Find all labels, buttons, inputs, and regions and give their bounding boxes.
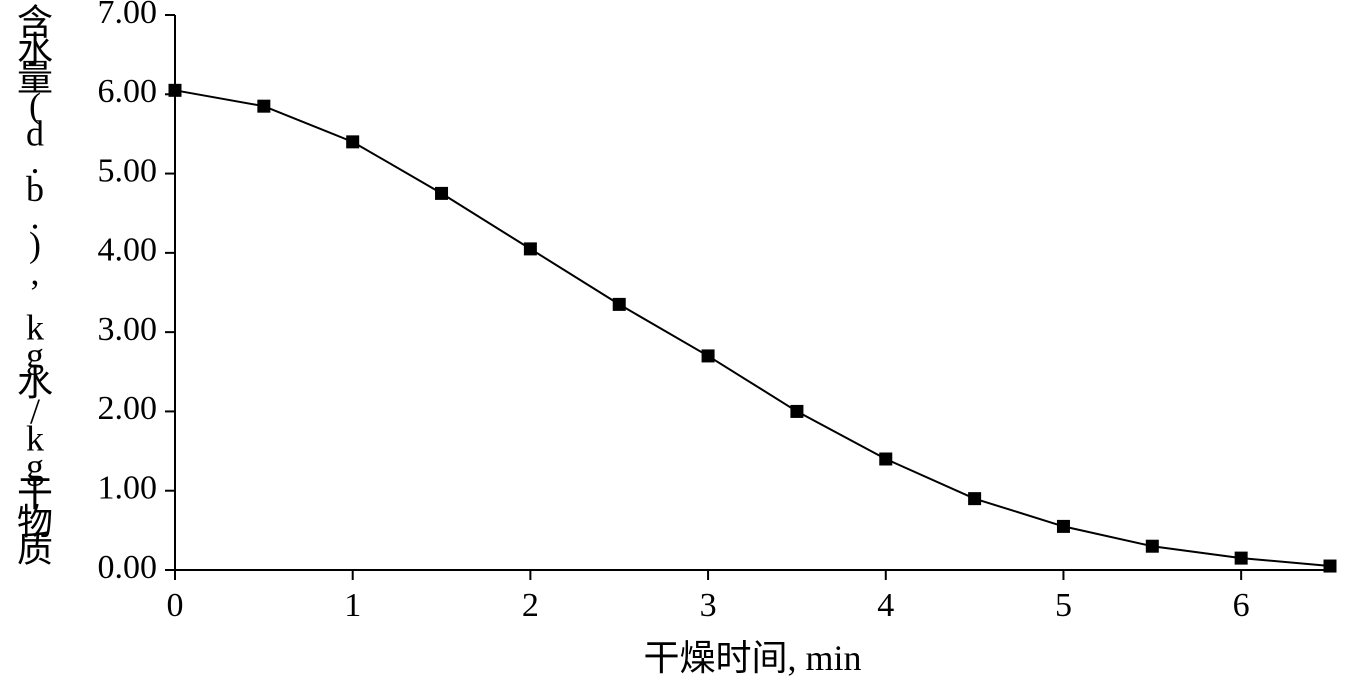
x-tick-label: 1 <box>344 587 361 624</box>
x-axis-label: 干燥时间, min <box>643 638 861 678</box>
y-tick-label: 5.00 <box>98 152 158 189</box>
data-point-marker <box>969 493 981 505</box>
data-point-marker <box>613 298 625 310</box>
data-point-marker <box>1057 520 1069 532</box>
y-tick-label: 1.00 <box>98 470 158 507</box>
data-point-marker <box>347 136 359 148</box>
data-point-marker <box>880 453 892 465</box>
data-point-marker <box>791 405 803 417</box>
x-tick-label: 5 <box>1055 587 1072 624</box>
data-point-marker <box>258 100 270 112</box>
data-point-marker <box>1324 560 1336 572</box>
x-tick-label: 3 <box>700 587 717 624</box>
data-point-marker <box>169 84 181 96</box>
y-tick-label: 0.00 <box>98 549 158 586</box>
y-tick-label: 2.00 <box>98 390 158 427</box>
x-tick-label: 0 <box>167 587 184 624</box>
y-axis-label: 含水量(d.b.), kg水/kg干物质 <box>17 2 53 569</box>
chart-svg: 0.00 1.00 2.00 3.00 4.00 5.00 6.00 7.00 0 1 2 3 4 5 6 干… <box>0 0 1359 700</box>
data-point-marker <box>436 187 448 199</box>
y-tick-label: 6.00 <box>98 73 158 110</box>
data-point-marker <box>524 243 536 255</box>
y-tick-label: 4.00 <box>98 232 158 269</box>
data-point-marker <box>1146 540 1158 552</box>
data-point-marker <box>702 350 714 362</box>
svg-text:,: , <box>31 252 40 292</box>
y-tick-label: 3.00 <box>98 311 158 348</box>
y-tick-label: 7.00 <box>98 0 158 31</box>
svg-text:质: 质 <box>17 530 53 570</box>
x-tick-label: 2 <box>522 587 539 624</box>
series-line <box>175 90 1330 566</box>
data-point-marker <box>1235 552 1247 564</box>
x-tick-label: 4 <box>877 587 894 624</box>
x-tick-label: 6 <box>1233 587 1250 624</box>
drying-curve-chart: 0.00 1.00 2.00 3.00 4.00 5.00 6.00 7.00 0 1 2 3 4 5 6 干… <box>0 0 1359 700</box>
